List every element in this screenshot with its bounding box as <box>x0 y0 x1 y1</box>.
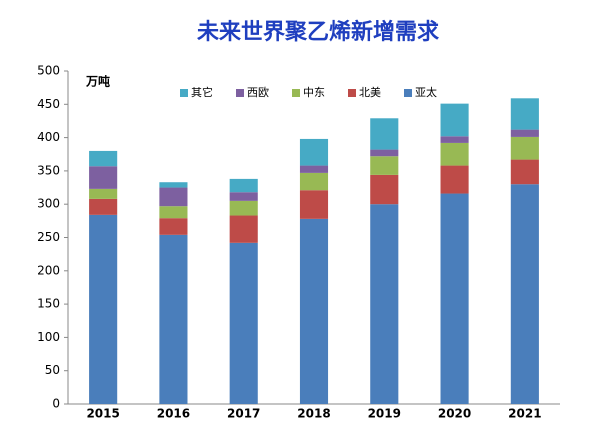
bar-segment <box>299 138 329 166</box>
bar-segment <box>440 193 469 404</box>
bar-segment <box>510 98 539 130</box>
bar-segment <box>440 103 469 137</box>
x-tick-label: 2019 <box>368 407 401 421</box>
bar-segment <box>89 214 118 404</box>
legend-swatch <box>236 89 244 97</box>
bar-segment <box>229 242 258 404</box>
legend-label: 中东 <box>303 86 325 99</box>
bar-segment <box>510 159 539 185</box>
y-tick-label: 450 <box>37 97 60 111</box>
y-tick-label: 250 <box>37 230 60 244</box>
y-tick-label: 300 <box>37 197 60 211</box>
legend-swatch <box>292 89 300 97</box>
bar-segment <box>370 149 399 157</box>
legend-swatch <box>348 89 356 97</box>
y-tick-label: 200 <box>37 263 60 277</box>
bar-segment <box>510 184 539 404</box>
bar-segment <box>440 165 469 194</box>
legend-swatch <box>404 89 412 97</box>
bar-segment <box>370 118 399 150</box>
x-tick-label: 2020 <box>438 407 471 421</box>
bar-segment <box>159 218 188 235</box>
bar-segment <box>510 136 539 160</box>
bar-segment <box>370 156 399 175</box>
bar-segment <box>299 165 329 173</box>
bar-segment <box>370 174 399 205</box>
bar-segment <box>370 204 399 404</box>
bar-segment <box>510 129 539 137</box>
bar-segment <box>440 142 469 166</box>
bar-segment <box>229 215 258 243</box>
bar-segment <box>229 178 258 193</box>
bar-segment <box>159 234 188 404</box>
legend-swatch <box>180 89 188 97</box>
legend-label: 亚太 <box>415 86 437 99</box>
y-tick-label: 500 <box>37 64 60 78</box>
bar-segment <box>229 200 258 216</box>
x-tick-label: 2017 <box>227 407 260 421</box>
bar-segment <box>159 182 188 188</box>
y-tick-label: 400 <box>37 130 60 144</box>
bar-segment <box>89 166 118 189</box>
y-tick-label: 0 <box>52 397 60 411</box>
y-tick-label: 350 <box>37 163 60 177</box>
bar-segment <box>299 172 329 191</box>
x-tick-label: 2021 <box>508 407 541 421</box>
bar-segment <box>299 218 329 404</box>
legend-label: 其它 <box>191 85 213 99</box>
bar-segment <box>440 136 469 143</box>
x-tick-label: 2015 <box>86 407 119 421</box>
legend-label: 西欧 <box>247 86 269 99</box>
bar-segment <box>89 188 118 199</box>
bar-segment <box>89 150 118 167</box>
bar-segment <box>299 190 329 219</box>
y-tick-label: 50 <box>45 363 60 377</box>
x-tick-label: 2016 <box>157 407 190 421</box>
bar-segment <box>159 206 188 219</box>
bar-segment <box>89 198 118 215</box>
y-unit: 万吨 <box>85 74 110 89</box>
y-tick-label: 150 <box>37 297 60 311</box>
y-tick-label: 100 <box>37 330 60 344</box>
legend-label: 北美 <box>359 86 381 99</box>
x-tick-label: 2018 <box>297 407 330 421</box>
chart-title: 未来世界聚乙烯新增需求 <box>197 19 439 45</box>
bar-segment <box>229 192 258 201</box>
bar-segment <box>159 187 188 207</box>
